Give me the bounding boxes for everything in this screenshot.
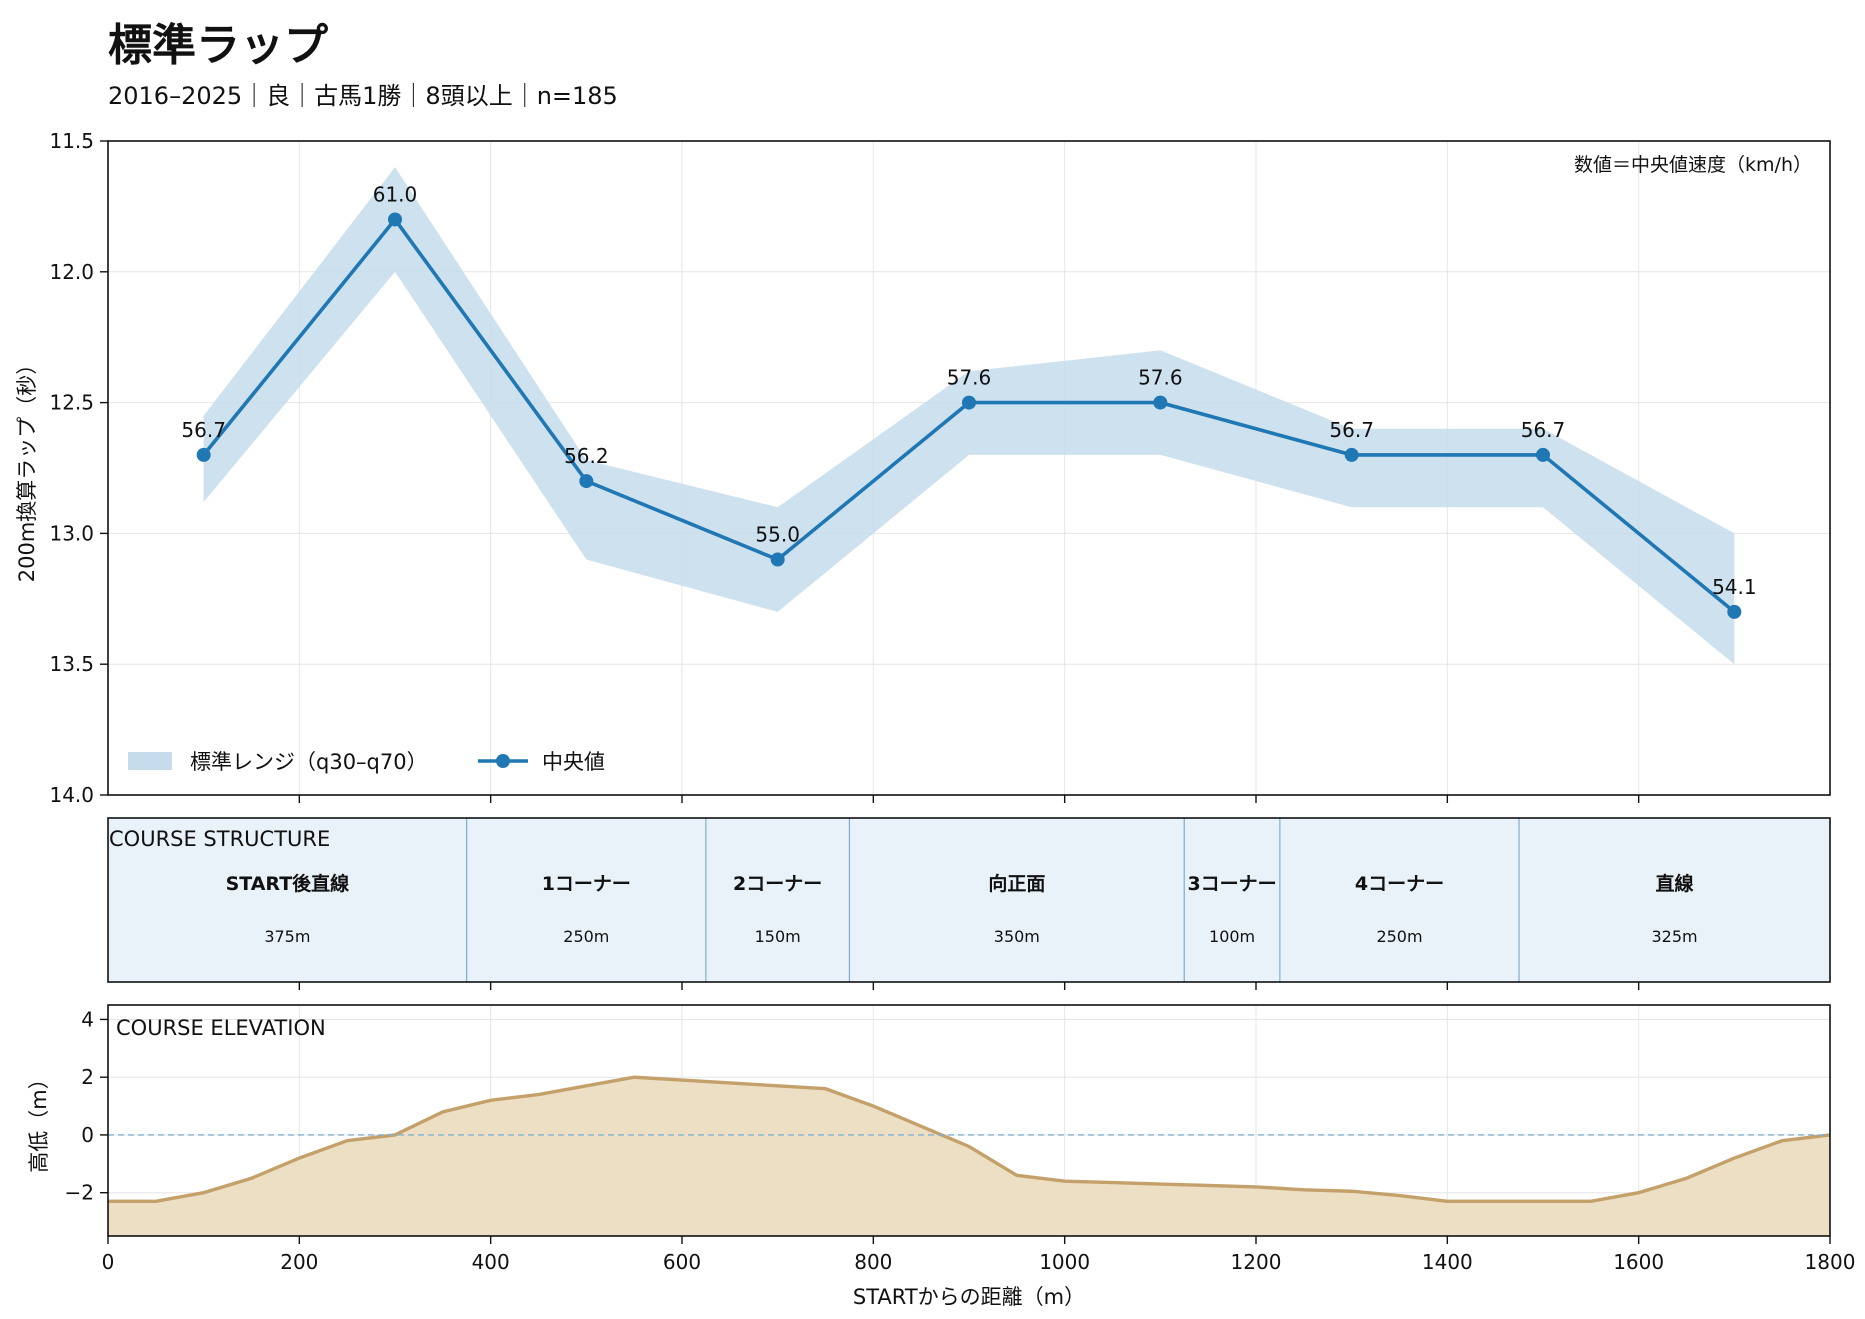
median-data-label: 57.6 (1138, 366, 1183, 390)
course-structure-title: COURSE STRUCTURE (109, 827, 330, 851)
course-structure-panel: START後直線 375m 1コーナー 250m 2コーナー 150m 向正面 350m 3コー… (107, 817, 1831, 990)
median-point (579, 474, 594, 489)
standard-range-band (203, 167, 1735, 665)
structure-frame (107, 817, 1831, 983)
segment-length: 325m (1651, 927, 1697, 946)
course-segment (848, 817, 1185, 983)
speed-note: 数値＝中央値速度（km/h） (1574, 154, 1812, 176)
elevation-x-tick-label: 200 (280, 1250, 318, 1274)
lap-y-tick-label: 12.5 (49, 391, 94, 415)
elevation-y-tick-label: 2 (81, 1065, 94, 1089)
median-point (1727, 604, 1742, 619)
lap-y-tick-label: 13.0 (49, 521, 94, 545)
elevation-line (108, 1075, 1831, 1204)
lap-chart-panel: 56.7 61.0 56.2 55.0 57.6 57.6 56.7 56.7 54.1 11.… (15, 129, 1831, 807)
course-segment (1183, 817, 1281, 983)
elevation-x-tick-label: 1800 (1805, 1250, 1856, 1274)
median-point (1536, 447, 1550, 462)
median-data-label: 56.2 (564, 444, 609, 468)
course-segment (107, 817, 468, 983)
segment-name: 直線 (1656, 872, 1694, 895)
structure-x-tick-marks (298, 982, 1640, 990)
legend-median-label: 中央値 (542, 750, 605, 774)
lap-y-tick-label: 13.5 (49, 652, 94, 676)
median-point (1153, 395, 1168, 410)
segment-length: 250m (563, 927, 609, 946)
elevation-x-ticks: 0 200 400 600 800 1000 1200 1400 1600 1800 (102, 1236, 1856, 1274)
legend-band-label: 標準レンジ（q30–q70） (190, 750, 428, 774)
lap-legend: 標準レンジ（q30–q70） 中央値 (128, 750, 605, 774)
legend-band-swatch (128, 752, 172, 770)
segment-length: 250m (1376, 927, 1422, 946)
elevation-x-tick-label: 800 (854, 1250, 892, 1274)
segment-length: 150m (755, 927, 801, 946)
segment-name: 3コーナー (1187, 873, 1276, 895)
elevation-x-tick-label: 0 (102, 1250, 115, 1274)
elevation-y-ticks: 4 2 0 −2 (65, 1007, 108, 1205)
elevation-x-tick-label: 1000 (1039, 1250, 1090, 1274)
legend-median-swatch-marker (496, 754, 510, 768)
elevation-x-tick-label: 400 (472, 1250, 510, 1274)
segment-name: START後直線 (226, 872, 350, 895)
elevation-y-tick-label: 0 (81, 1123, 94, 1147)
segment-length: 375m (264, 927, 310, 946)
chart-subtitle: 2016–2025｜良｜古馬1勝｜8頭以上｜n=185 (108, 82, 618, 110)
course-elevation-panel: 420−2 0 200 400 600 800 1000 1200 1400 1600 1800 … (27, 1004, 1856, 1309)
median-data-label: 61.0 (373, 182, 418, 206)
elevation-x-tick-label: 600 (663, 1250, 701, 1274)
median-data-label: 57.6 (947, 366, 992, 390)
course-elevation-title: COURSE ELEVATION (116, 1016, 326, 1040)
median-data-label: 56.7 (1521, 418, 1566, 442)
median-data-label: 56.7 (181, 418, 226, 442)
lap-y-ticks: 11.5 12.0 12.5 13.0 13.5 14.0 (49, 129, 108, 807)
elevation-frame (107, 1004, 1831, 1237)
lap-y-tick-label: 14.0 (49, 783, 94, 807)
lap-y-tick-label: 12.0 (49, 260, 94, 284)
lap-plot-frame (107, 140, 1831, 796)
course-segment (466, 817, 707, 983)
median-data-label: 55.0 (755, 523, 800, 547)
median-points (196, 212, 1742, 619)
segment-name: 1コーナー (542, 873, 631, 895)
median-data-label: 56.7 (1329, 418, 1374, 442)
course-segment (1279, 817, 1520, 983)
median-point (196, 447, 211, 462)
lap-y-axis-label: 200m換算ラップ（秒） (15, 354, 39, 583)
course-segments: START後直線 375m 1コーナー 250m 2コーナー 150m 向正面 350m 3コー… (107, 817, 1831, 983)
elevation-y-tick-label: 4 (81, 1007, 94, 1031)
elevation-area (108, 1077, 1830, 1236)
elevation-y-axis-label: 高低（m） (27, 1068, 51, 1172)
median-data-labels: 56.7 61.0 56.2 55.0 57.6 57.6 56.7 56.7 54.1 (181, 182, 1756, 598)
segment-name: 2コーナー (733, 873, 822, 895)
median-point (770, 552, 785, 567)
course-segment (705, 817, 850, 983)
segment-name: 4コーナー (1355, 873, 1444, 895)
course-segment (1518, 817, 1831, 983)
chart-title: 標準ラップ (108, 20, 328, 71)
segment-length: 350m (994, 927, 1040, 946)
segment-name: 向正面 (988, 872, 1045, 895)
elevation-x-tick-label: 1600 (1613, 1250, 1664, 1274)
lap-y-tick-label: 11.5 (49, 129, 94, 153)
median-data-label: 54.1 (1712, 575, 1757, 599)
elevation-y-tick-label: −2 (65, 1181, 94, 1205)
lap-x-tick-marks (298, 795, 1640, 803)
elevation-x-tick-label: 1200 (1231, 1250, 1282, 1274)
segment-length: 100m (1209, 927, 1255, 946)
distance-x-axis-label: STARTからの距離（m） (853, 1285, 1085, 1309)
median-point (962, 395, 976, 410)
elevation-x-tick-label: 1400 (1422, 1250, 1473, 1274)
median-point (1344, 447, 1359, 462)
median-point (388, 212, 402, 227)
